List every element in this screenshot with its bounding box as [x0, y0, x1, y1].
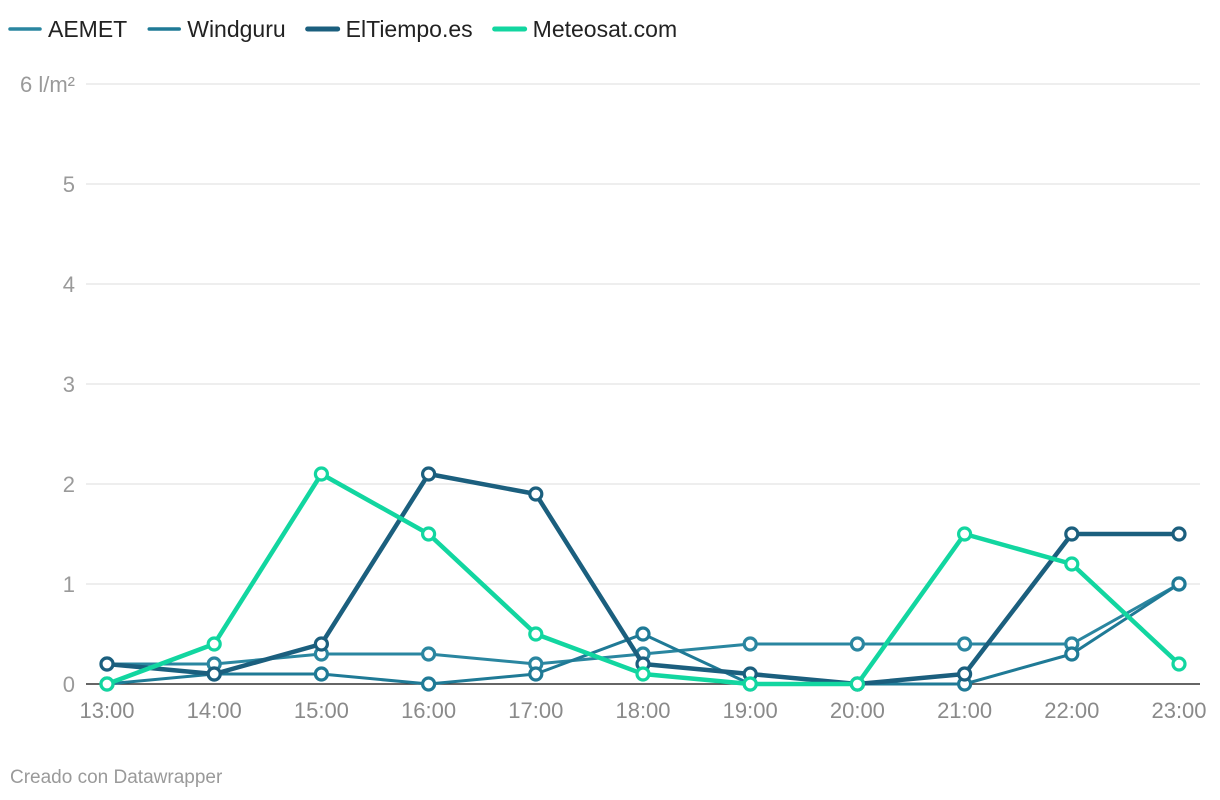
- y-tick-label: 0: [63, 672, 75, 697]
- y-tick-label: 6 l/m²: [20, 72, 75, 97]
- x-tick-label: 18:00: [615, 698, 670, 723]
- data-point: [421, 646, 437, 662]
- x-tick-label: 19:00: [723, 698, 778, 723]
- y-tick-label: 3: [63, 372, 75, 397]
- legend-label: Windguru: [187, 16, 285, 42]
- x-tick-label: 13:00: [79, 698, 134, 723]
- credit-text: Creado con Datawrapper: [10, 767, 223, 788]
- y-tick-label: 4: [63, 272, 75, 297]
- legend: AEMET Windguru ElTiempo.es Meteosat.com: [8, 16, 677, 42]
- data-point: [1064, 646, 1080, 662]
- legend-item: Windguru: [147, 16, 286, 42]
- data-point: [528, 486, 544, 502]
- data-point: [1064, 526, 1080, 542]
- legend-label: Meteosat.com: [533, 16, 677, 42]
- data-point: [849, 636, 866, 652]
- gridlines: [86, 83, 1200, 585]
- data-point: [742, 636, 758, 652]
- legend-label: ElTiempo.es: [346, 16, 473, 42]
- legend-item: ElTiempo.es: [305, 16, 473, 42]
- x-tick-label: 14:00: [187, 698, 242, 723]
- x-tick-label: 17:00: [508, 698, 563, 723]
- y-tick-label: 1: [63, 572, 75, 597]
- data-point: [421, 676, 437, 692]
- data-point: [849, 676, 866, 692]
- data-point: [528, 666, 544, 682]
- x-tick-label: 21:00: [937, 698, 992, 723]
- data-point: [99, 676, 115, 692]
- data-point: [1171, 576, 1187, 592]
- series-0: [99, 576, 1187, 672]
- x-tick-label: 15:00: [294, 698, 349, 723]
- y-tick-label: 5: [63, 172, 75, 197]
- x-axis-ticks: 13:00 14:00 15:00 16:00 17:00 18:00 19:00 20:00…: [79, 698, 1206, 723]
- x-tick-label: 23:00: [1151, 698, 1206, 723]
- y-tick-label: 2: [63, 472, 75, 497]
- data-point: [635, 666, 651, 682]
- data-point: [1171, 526, 1187, 542]
- y-axis-ticks: 0 1 2 3 4 5 6 l/m²: [20, 72, 75, 697]
- legend-item: Meteosat.com: [492, 16, 677, 42]
- data-point: [206, 666, 222, 682]
- data-point: [313, 666, 329, 682]
- data-point: [635, 626, 651, 642]
- data-point: [313, 466, 329, 482]
- x-tick-label: 16:00: [401, 698, 456, 723]
- data-point: [313, 636, 329, 652]
- data-point: [742, 676, 758, 692]
- data-point: [206, 636, 222, 652]
- series-group: [99, 466, 1187, 692]
- data-point: [1171, 656, 1187, 672]
- data-point: [956, 666, 973, 682]
- data-point: [528, 626, 544, 642]
- series-2: [99, 466, 1187, 692]
- data-point: [99, 656, 115, 672]
- data-point: [956, 636, 973, 652]
- data-point: [956, 526, 973, 542]
- data-point: [1064, 556, 1080, 572]
- data-point: [421, 466, 437, 482]
- x-tick-label: 22:00: [1044, 698, 1099, 723]
- data-point: [421, 526, 437, 542]
- legend-item: AEMET: [8, 16, 127, 42]
- legend-label: AEMET: [48, 16, 127, 42]
- series-3: [99, 466, 1187, 692]
- x-tick-label: 20:00: [830, 698, 885, 723]
